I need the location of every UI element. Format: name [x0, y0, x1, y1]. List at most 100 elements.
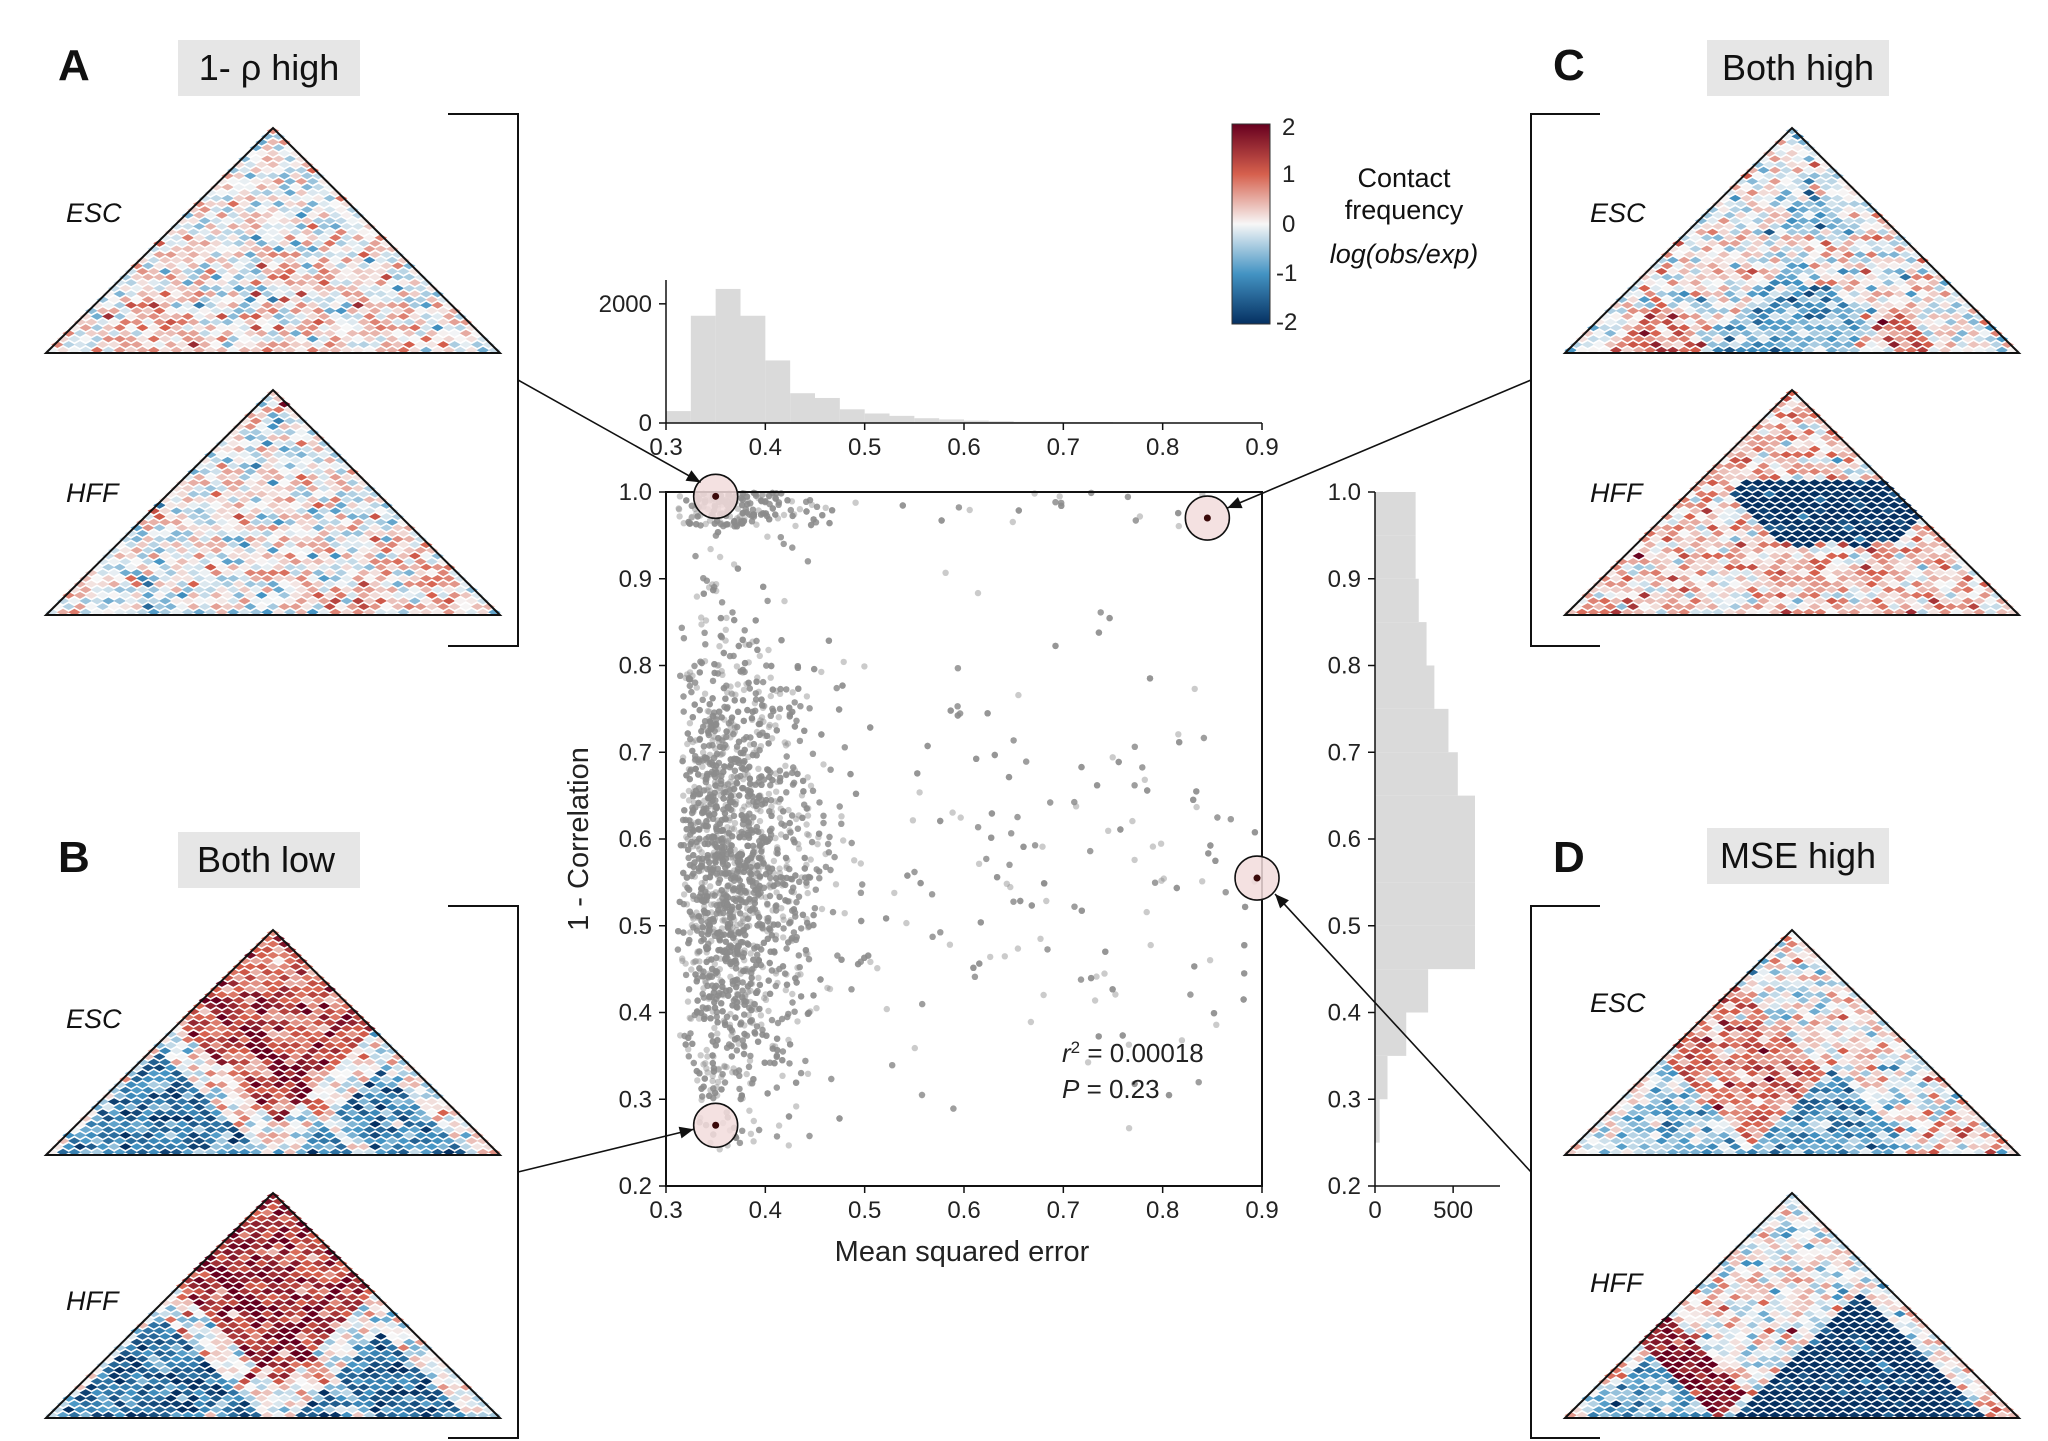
contact-map-cell	[397, 1058, 410, 1066]
contact-map-cell	[45, 1148, 58, 1156]
contact-map-cell	[329, 346, 342, 354]
contact-map-cell	[408, 335, 422, 343]
contact-map-cell	[249, 1047, 263, 1055]
contact-map-cell	[1797, 251, 1810, 258]
contact-map-cell	[334, 329, 348, 337]
contact-map-cell	[158, 234, 172, 242]
contact-map-cell	[249, 166, 263, 174]
contact-map-cell	[1904, 575, 1918, 582]
contact-map-cell	[215, 1081, 229, 1089]
contact-map-cell	[221, 445, 234, 453]
contact-map-cell	[119, 1338, 132, 1346]
contact-map-cell	[431, 290, 444, 298]
contact-map-cell	[1763, 445, 1776, 453]
contact-map-cell	[374, 1137, 388, 1145]
contact-map-cell	[346, 251, 359, 258]
contact-map-cell	[323, 1109, 336, 1117]
contact-map-cell	[187, 1109, 200, 1117]
contact-map-cell	[278, 1143, 291, 1150]
contact-map-cell	[1677, 597, 1691, 605]
contact-map-cell	[102, 1355, 115, 1363]
contact-map-cell	[272, 575, 285, 582]
contact-map-cell	[374, 1344, 388, 1352]
contact-map-cell	[1825, 346, 1838, 354]
contact-map-cell	[1825, 178, 1838, 185]
contact-map-cell	[368, 1143, 382, 1150]
contact-map-cell	[192, 608, 206, 616]
contact-map-cell	[153, 603, 166, 610]
contact-map-cell	[1723, 473, 1736, 481]
contact-map-cell	[255, 1259, 268, 1267]
contact-map-cell	[170, 279, 183, 287]
contact-map-cell	[164, 307, 178, 315]
contact-map-cell	[368, 296, 382, 303]
contact-map-cell	[1904, 507, 1918, 515]
contact-map-cell	[1763, 468, 1776, 475]
contact-map-cell	[175, 1143, 189, 1150]
contact-map-cell	[397, 586, 410, 594]
contact-map-cell	[1677, 496, 1691, 504]
contact-map-cell	[437, 603, 450, 610]
contact-map-cell	[278, 1109, 291, 1117]
contact-map-cell	[385, 1148, 399, 1156]
contact-map-cell	[357, 1338, 371, 1346]
contact-map-cell	[283, 1002, 297, 1010]
contact-map-cell	[1729, 580, 1742, 588]
contact-map-cell	[1870, 268, 1884, 275]
contact-map-cell	[1689, 507, 1702, 515]
contact-map-cell	[1774, 535, 1787, 543]
contact-map-cell	[385, 1355, 399, 1363]
contact-map-cell	[1768, 440, 1782, 447]
contact-map-cell	[170, 1389, 183, 1397]
contact-map-cell	[306, 1321, 319, 1329]
contact-map-cell	[414, 1143, 427, 1150]
contact-map-cell	[266, 1109, 280, 1117]
contact-map-cell	[244, 603, 257, 610]
contact-map-cell	[1700, 597, 1714, 605]
contact-map-cell	[1763, 307, 1776, 315]
contact-map-cell	[329, 462, 342, 470]
contact-map-cell	[113, 1355, 126, 1363]
contact-map-cell	[272, 1070, 285, 1077]
contact-map-cell	[357, 1030, 371, 1038]
contact-map-cell	[1672, 591, 1685, 599]
contact-map-cell	[1677, 234, 1691, 242]
contact-map-cell	[278, 963, 291, 970]
contact-map-cell	[351, 1137, 365, 1145]
contact-map-cell	[402, 1406, 416, 1413]
contact-map-cell	[363, 290, 376, 298]
contact-map-cell	[408, 1344, 422, 1352]
contact-map-cell	[1791, 507, 1804, 515]
contact-map-cell	[244, 161, 257, 168]
contact-map-cell	[232, 468, 246, 475]
contact-map-cell	[1859, 279, 1873, 287]
contact-map-cell	[1825, 223, 1838, 230]
contact-map-cell	[351, 234, 365, 242]
contact-map-cell	[1899, 251, 1912, 258]
contact-map-cell	[357, 501, 371, 509]
contact-map-cell	[238, 223, 251, 230]
contact-map-cell	[227, 1092, 240, 1100]
contact-map-cell	[1587, 1126, 1600, 1134]
contact-map-cell	[419, 1366, 433, 1374]
contact-map-cell	[1746, 440, 1759, 447]
contact-map-cell	[283, 1058, 297, 1066]
contact-map-cell	[1785, 206, 1799, 213]
contact-map-cell	[1587, 335, 1600, 343]
contact-map-cell	[363, 575, 376, 582]
contact-map-cell	[1797, 524, 1810, 532]
contact-map-cell	[261, 1137, 274, 1145]
contact-map-cell	[357, 603, 371, 610]
contact-map-cell	[238, 1254, 251, 1262]
contact-map-cell	[272, 256, 285, 264]
contact-map-cell	[278, 423, 291, 430]
contact-map-cell	[244, 1120, 257, 1128]
contact-map-cell	[1643, 335, 1657, 343]
contact-map-cell	[1700, 324, 1714, 332]
contact-map-cell	[249, 462, 263, 470]
contact-map-cell	[1904, 552, 1918, 560]
contact-map-cell	[204, 1321, 217, 1329]
contact-map-cell	[1638, 558, 1651, 565]
contact-map-cell	[192, 1058, 206, 1066]
contact-map-cell	[1916, 290, 1929, 298]
